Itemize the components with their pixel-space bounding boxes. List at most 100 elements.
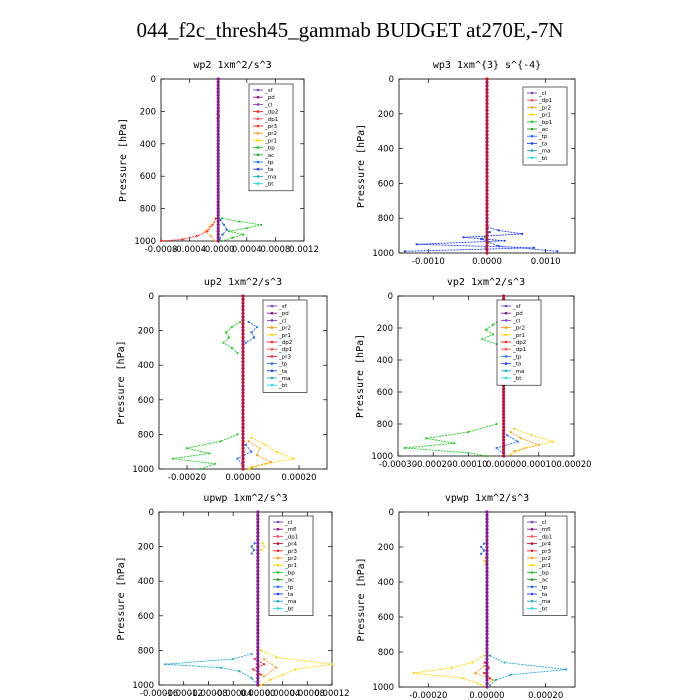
x-tick-label: 0.00004 xyxy=(265,689,300,699)
profile-marker xyxy=(485,587,489,591)
series-line xyxy=(219,219,228,240)
data-point xyxy=(481,338,484,341)
legend-marker xyxy=(256,103,260,106)
profile-marker xyxy=(485,590,489,595)
legend-label: _pd xyxy=(512,311,523,317)
legend-label: _ma xyxy=(284,599,296,605)
legend-marker xyxy=(530,571,534,574)
profile-marker xyxy=(241,315,245,319)
data-point xyxy=(520,437,523,440)
profile-marker xyxy=(216,210,220,214)
legend-label: _cl xyxy=(264,102,273,108)
data-point xyxy=(209,235,213,238)
data-point xyxy=(462,677,465,680)
y-tick-label: 200 xyxy=(138,543,154,553)
y-tick-label: 1000 xyxy=(132,681,154,691)
legend-label: _cl xyxy=(284,520,293,526)
series-line xyxy=(489,655,567,686)
data-point xyxy=(260,223,263,226)
profile-marker xyxy=(485,160,489,165)
legend-label: _pr1 xyxy=(538,113,551,119)
legend-marker xyxy=(530,156,534,160)
profile-marker xyxy=(485,552,489,556)
profile-marker xyxy=(256,659,260,663)
legend-marker xyxy=(530,527,534,531)
data-point xyxy=(221,233,224,236)
data-point xyxy=(482,549,486,552)
data-point xyxy=(497,244,500,248)
data-point xyxy=(236,457,239,460)
data-point xyxy=(467,451,470,454)
profile-marker xyxy=(485,653,489,658)
profile-marker xyxy=(256,614,260,618)
profile-marker xyxy=(485,678,489,682)
data-point xyxy=(225,228,228,231)
profile-marker xyxy=(216,194,220,198)
series-line xyxy=(474,665,494,686)
profile-marker xyxy=(256,551,260,556)
profile-marker xyxy=(241,311,245,315)
y-tick-label: 600 xyxy=(377,388,393,398)
profile-marker xyxy=(485,87,489,92)
profile-marker xyxy=(256,527,260,531)
legend-label: _pr1 xyxy=(512,333,525,339)
x-tick-label: 0.00020 xyxy=(528,691,563,700)
series-line xyxy=(251,542,256,554)
profile-marker xyxy=(485,597,489,602)
x-tick-label: -0.00012 xyxy=(165,689,203,699)
legend-marker xyxy=(270,340,274,344)
legend-marker xyxy=(530,134,534,138)
profile-marker xyxy=(241,329,245,333)
profile-marker xyxy=(256,562,260,566)
legend-label: _pr3 xyxy=(538,549,552,555)
profile-marker xyxy=(216,106,220,110)
profile-marker xyxy=(256,610,260,614)
profile-marker xyxy=(485,251,489,255)
chart-panel-3: up2 1xm^2/s^3 Pressure [hPa] 0 200 400 600 800… xyxy=(116,277,328,483)
profile-marker xyxy=(485,199,489,203)
profile-marker xyxy=(216,129,220,133)
legend-marker xyxy=(270,333,274,337)
profile-marker xyxy=(241,398,245,402)
profile-marker xyxy=(485,573,489,577)
legend-box xyxy=(248,83,294,192)
legend-label: _cl xyxy=(278,318,287,324)
profile-marker xyxy=(241,342,245,347)
profile-marker xyxy=(485,101,489,105)
data-point xyxy=(565,668,568,671)
profile-marker xyxy=(216,207,220,211)
profile-marker xyxy=(485,153,489,158)
series-line xyxy=(260,649,333,686)
data-point xyxy=(206,230,209,233)
page-title: 044_f2c_thresh45_gammab BUDGET at270E,-7… xyxy=(136,18,564,42)
profile-marker xyxy=(241,387,245,392)
y-tick-label: 0 xyxy=(389,508,394,518)
profile-marker xyxy=(256,555,260,559)
legend-label: _ac xyxy=(284,578,294,584)
data-point xyxy=(488,654,492,657)
legend-label: _bp1 xyxy=(538,120,552,126)
profile-marker xyxy=(485,119,489,123)
legend-box xyxy=(262,299,308,393)
data-point xyxy=(292,457,295,460)
y-tick-label: 0 xyxy=(389,75,394,85)
profile-marker xyxy=(485,517,489,521)
profile-marker xyxy=(485,181,489,185)
profile-marker xyxy=(241,356,245,360)
profile-marker xyxy=(256,683,260,687)
legend-marker xyxy=(530,607,534,610)
series-line xyxy=(413,655,488,688)
profile-marker xyxy=(502,416,506,420)
data-point xyxy=(227,336,231,339)
profile-marker xyxy=(485,555,489,560)
x-tick-label: 0.0010 xyxy=(531,257,561,267)
data-point xyxy=(225,331,228,334)
legend-label: _ta xyxy=(264,167,273,173)
legend-label: _pr1 xyxy=(284,563,297,569)
legend-marker xyxy=(276,599,280,603)
y-axis-label: Pressure [hPa] xyxy=(118,118,129,202)
data-point xyxy=(247,467,250,471)
data-point xyxy=(219,440,222,443)
profile-marker xyxy=(256,589,260,594)
y-tick-label: 400 xyxy=(138,577,154,587)
